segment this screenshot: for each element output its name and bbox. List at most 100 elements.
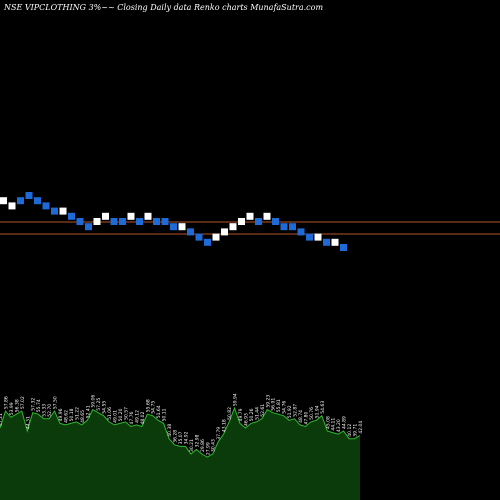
- down-brick: [340, 244, 347, 251]
- up-brick: [238, 218, 245, 225]
- down-brick: [297, 228, 305, 236]
- volume-label: 55.68: [145, 399, 151, 412]
- volume-label: 48.65: [80, 410, 86, 423]
- volume-label: 48.74: [298, 410, 304, 423]
- volume-label: 48.62: [64, 410, 70, 423]
- volume-label: 49.12: [134, 410, 140, 423]
- volume-label: 53.33: [42, 404, 48, 417]
- up-brick: [314, 233, 322, 241]
- volume-label: 48.02: [140, 411, 146, 424]
- volume-panel: [0, 406, 361, 500]
- volume-label: 39.71: [353, 424, 359, 437]
- volume-label: 51.22: [74, 407, 80, 420]
- volume-label: 56.91: [271, 398, 277, 411]
- volume-label: 42.04: [358, 421, 364, 434]
- volume-label: 47.76: [129, 411, 135, 424]
- up-brick: [0, 197, 7, 205]
- volume-label: 59.23: [265, 395, 271, 408]
- volume-label: 32.98: [194, 434, 200, 447]
- volume-label: 40.38: [167, 424, 173, 437]
- volume-label: 54.76: [282, 401, 288, 414]
- volume-label: 54.63: [320, 401, 326, 414]
- volume-label: 36.28: [173, 430, 179, 443]
- volume-label: 27.99: [205, 442, 211, 455]
- up-brick: [178, 223, 186, 231]
- down-brick: [25, 192, 33, 199]
- volume-label: 50.57: [124, 407, 130, 420]
- volume-line: [0, 406, 361, 458]
- down-brick: [68, 212, 75, 220]
- down-brick: [187, 228, 194, 236]
- volume-label: 43.18: [222, 419, 228, 432]
- down-brick: [195, 233, 203, 241]
- down-brick: [272, 218, 279, 225]
- volume-label: 50.82: [227, 407, 233, 420]
- down-brick: [110, 218, 118, 225]
- volume-label: 54.75: [151, 401, 157, 414]
- chart-title: NSE VIPCLOTHING 3%~~ Closing Daily data …: [4, 3, 324, 12]
- volume-label: 45.08: [325, 416, 331, 429]
- renko-bricks: [0, 192, 347, 251]
- reference-lines: [0, 221, 500, 235]
- down-brick: [170, 223, 177, 231]
- volume-label: 29.86: [200, 439, 206, 452]
- down-brick: [153, 218, 160, 225]
- up-brick: [59, 207, 67, 215]
- down-brick: [136, 218, 143, 225]
- down-brick: [51, 207, 58, 215]
- up-brick: [331, 238, 339, 246]
- volume-label: 57.02: [20, 396, 26, 409]
- volume-label: 44.89: [342, 416, 348, 429]
- down-brick: [85, 223, 92, 231]
- down-brick: [17, 197, 24, 205]
- volume-label: 52.87: [293, 404, 299, 417]
- volume-label: 49.79: [238, 408, 244, 421]
- volume-label: 59.06: [91, 395, 97, 408]
- volume-label: 59.94: [233, 393, 239, 406]
- volume-label: 51.06: [107, 407, 113, 420]
- volume-label: 34.92: [184, 431, 190, 444]
- volume-label: 47.80: [304, 411, 310, 424]
- volume-label: 49.96: [58, 408, 64, 421]
- volume-label: 35.07: [178, 431, 184, 444]
- down-brick: [42, 202, 50, 210]
- volume-label: 44.11: [331, 418, 337, 431]
- down-brick: [76, 218, 84, 225]
- up-brick: [212, 233, 220, 241]
- up-brick: [144, 212, 152, 220]
- volume-label: 50.18: [69, 408, 75, 421]
- volume-label: 50.26: [249, 408, 255, 421]
- volume-label: 53.99: [9, 402, 15, 415]
- volume-label: 40.12: [347, 424, 353, 437]
- volume-label: 57.32: [31, 398, 37, 411]
- volume-label: 52.61: [260, 404, 266, 417]
- volume-label: 49.01: [113, 410, 119, 423]
- volume-label: 46.93: [244, 413, 250, 426]
- up-brick: [246, 212, 254, 220]
- down-brick: [34, 197, 41, 205]
- volume-label: 44.31: [25, 416, 31, 429]
- volume-label: 43.20: [336, 419, 342, 432]
- volume-label: 51.92: [287, 405, 293, 418]
- volume-label: 57.25: [96, 398, 102, 411]
- volume-label: 51.44: [254, 407, 260, 420]
- up-brick: [93, 218, 101, 225]
- volume-label: 50.11: [162, 408, 168, 421]
- down-brick: [161, 218, 169, 225]
- up-brick: [229, 223, 237, 231]
- volume-label: 55.81: [276, 399, 282, 412]
- volume-label: 55.74: [36, 399, 42, 412]
- up-brick: [8, 202, 16, 210]
- volume-label: 37.79: [216, 427, 222, 440]
- volume-label: 52.70: [47, 404, 53, 417]
- volume-label: 57.86: [4, 396, 10, 409]
- up-brick: [263, 212, 271, 220]
- down-brick: [280, 223, 288, 231]
- up-brick: [127, 212, 135, 220]
- down-brick: [255, 218, 262, 225]
- volume-label: 30.21: [189, 439, 195, 452]
- volume-label: 52.41: [85, 405, 91, 418]
- down-brick: [306, 233, 313, 241]
